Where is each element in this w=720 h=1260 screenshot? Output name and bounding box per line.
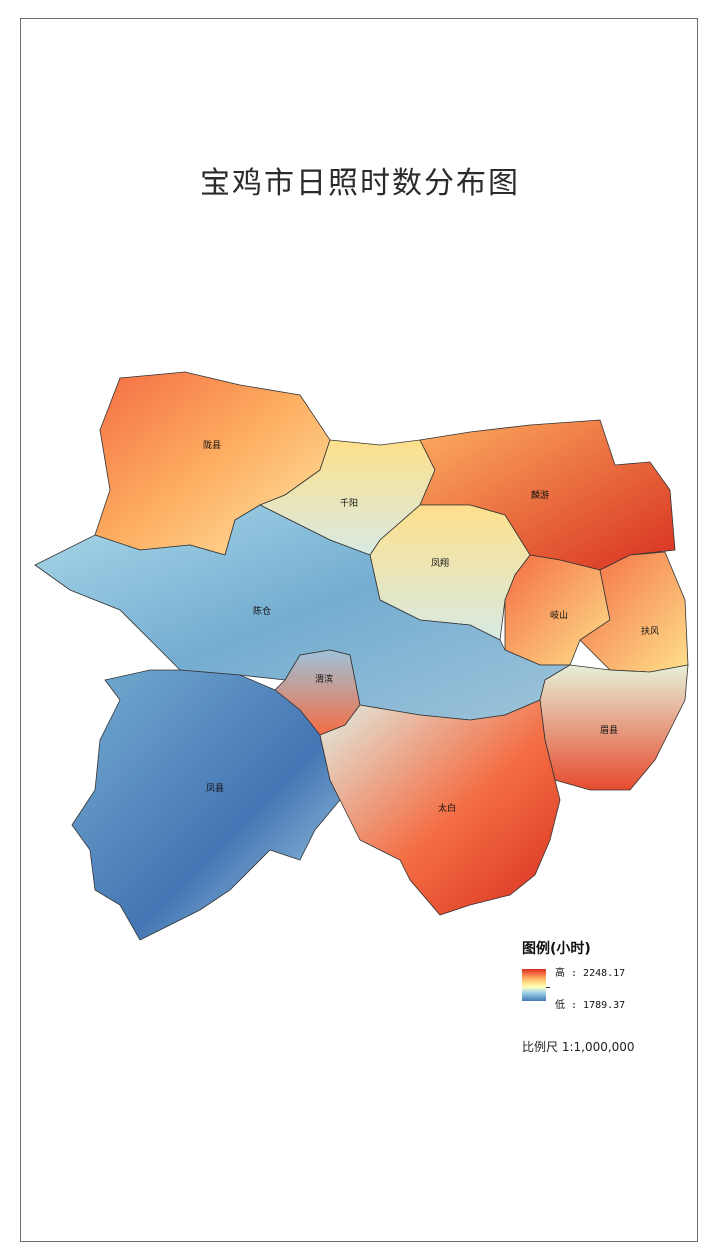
county-taibai[interactable] [319,699,561,916]
county-label-linyou: 麟游 [531,489,549,501]
legend-title: 图例(小时) [522,941,591,957]
county-label-weibin: 渭滨 [315,673,333,685]
county-label-taibai: 太白 [438,802,456,814]
legend-color-ramp [522,969,546,1001]
legend-low-label: 低 : 1789.37 [555,1000,626,1011]
county-label-fengxian: 凤县 [206,783,224,794]
county-label-qishan: 岐山 [550,609,568,621]
legend-high-label: 高 : 2248.17 [555,968,626,979]
county-label-fufeng: 扶风 [641,625,659,637]
county-label-chencang: 陈仓 [253,605,271,617]
map-title: 宝鸡市日照时数分布图 [200,166,520,201]
scale-text: 比例尺 1:1,000,000 [522,1040,635,1054]
legend: 图例(小时) 高 : 2248.17 低 : 1789.37 [522,938,682,1011]
county-label-qianyang: 千阳 [340,498,358,509]
county-label-fengxiang: 凤翔 [431,557,449,569]
county-label-longxian: 陇县 [203,439,221,451]
map-frame [20,18,698,1242]
county-fengxian[interactable] [71,669,341,941]
county-label-meixian: 眉县 [600,725,618,736]
legend-mid-tick [546,987,550,988]
